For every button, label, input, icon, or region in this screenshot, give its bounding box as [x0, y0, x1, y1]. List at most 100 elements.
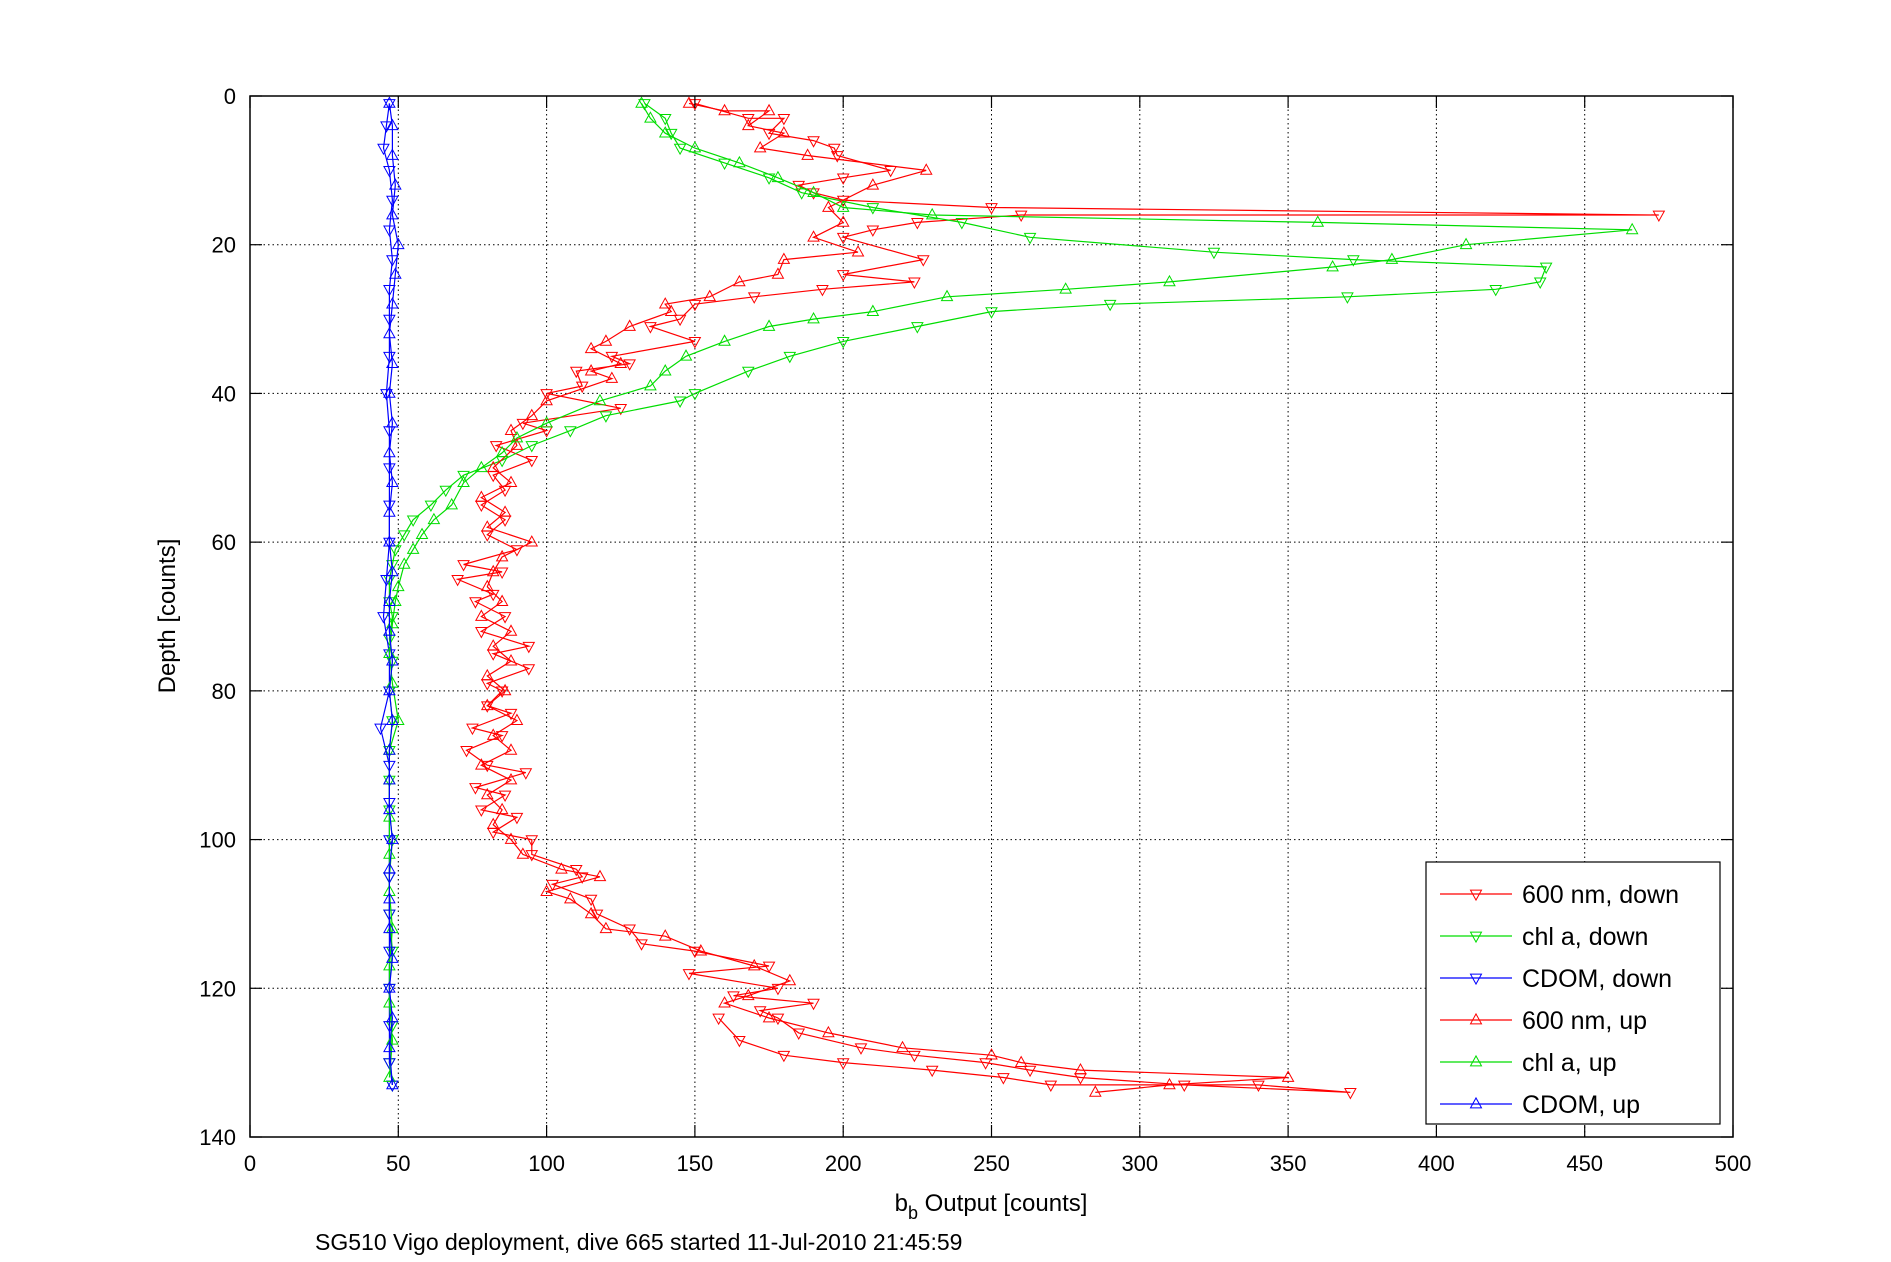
legend-label: chl a, up [1522, 1049, 1617, 1077]
data-point [688, 337, 702, 349]
x-tick-label: 0 [244, 1151, 256, 1176]
x-tick-label: 500 [1715, 1151, 1752, 1176]
legend-label: chl a, down [1522, 923, 1648, 951]
data-point [386, 1077, 399, 1090]
data-point [383, 225, 396, 237]
data-point [383, 891, 396, 904]
data-point [386, 356, 399, 369]
data-point [623, 924, 636, 936]
data-point [486, 460, 500, 473]
data-point [718, 334, 731, 346]
data-point [474, 758, 488, 770]
data-point [498, 790, 512, 803]
legend-item: 600 nm, down [1440, 881, 1679, 909]
series-600-nm-up [474, 96, 1295, 1097]
series-line [479, 102, 1289, 1093]
data-point [718, 996, 731, 1008]
data-point [584, 364, 598, 376]
data-point [1059, 282, 1072, 294]
data-point [644, 322, 657, 334]
series-line [388, 103, 399, 1085]
legend-item: CDOM, down [1440, 965, 1672, 993]
data-point [605, 371, 619, 383]
data-point [386, 951, 399, 963]
data-point [807, 230, 820, 242]
data-point [386, 207, 399, 220]
data-point [673, 396, 687, 408]
x-tick-label: 200 [825, 1151, 862, 1176]
data-point [486, 728, 500, 740]
data-point [415, 527, 429, 540]
legend-marker [1469, 931, 1483, 944]
data-point [1207, 247, 1221, 260]
data-point [388, 545, 402, 557]
data-point [424, 500, 438, 513]
data-point [498, 505, 512, 517]
data-point [495, 445, 509, 458]
data-point [644, 378, 657, 391]
data-point [1341, 292, 1354, 304]
data-point [851, 245, 865, 257]
x-tick-label: 250 [973, 1151, 1010, 1176]
data-point [1023, 1065, 1037, 1078]
y-tick-label: 120 [199, 976, 236, 1001]
data-point [911, 218, 924, 230]
data-point [712, 1013, 725, 1026]
data-point [688, 389, 702, 401]
data-point [866, 225, 880, 237]
legend-marker [1469, 1012, 1483, 1025]
axis-ticks [249, 95, 1734, 1138]
y-tick-label: 20 [212, 233, 236, 258]
data-point [664, 304, 678, 316]
data-point [584, 341, 598, 354]
data-point [801, 148, 814, 160]
data-point [451, 574, 464, 587]
data-point [908, 1050, 921, 1063]
data-point [1044, 1080, 1058, 1093]
data-point [688, 299, 702, 312]
data-point [386, 560, 399, 572]
data-point [386, 676, 399, 688]
data-point [827, 143, 841, 156]
data-point [792, 180, 806, 193]
data-point [469, 597, 482, 609]
data-point [688, 140, 702, 153]
data-point [504, 773, 518, 785]
data-point [836, 232, 850, 245]
data-point [866, 304, 880, 316]
data-point [836, 1058, 850, 1070]
data-point [1459, 237, 1473, 250]
data-point [495, 567, 509, 579]
data-point [682, 969, 696, 981]
data-point [540, 416, 553, 428]
data-point [771, 267, 785, 279]
data-point [519, 768, 533, 780]
data-point [386, 1033, 399, 1045]
data-point [688, 946, 702, 959]
data-point [460, 745, 473, 758]
data-point [540, 884, 553, 896]
data-point [383, 921, 396, 934]
data-point [383, 996, 396, 1008]
data-point [386, 118, 399, 131]
data-point [836, 215, 850, 227]
data-point [563, 426, 577, 438]
data-point [593, 869, 607, 882]
data-point [753, 1006, 767, 1018]
data-point [658, 297, 672, 309]
data-point [836, 337, 850, 349]
data-point [474, 490, 488, 502]
data-point [457, 470, 470, 483]
data-point [836, 200, 850, 212]
data-point [635, 939, 648, 951]
data-point [762, 1010, 776, 1023]
data-point [525, 456, 539, 468]
data-point [1385, 252, 1399, 264]
data-point [822, 200, 835, 212]
data-point [985, 1048, 998, 1060]
data-point [1347, 255, 1360, 267]
data-point [741, 113, 755, 126]
data-point [997, 1073, 1010, 1085]
data-point [584, 906, 598, 919]
